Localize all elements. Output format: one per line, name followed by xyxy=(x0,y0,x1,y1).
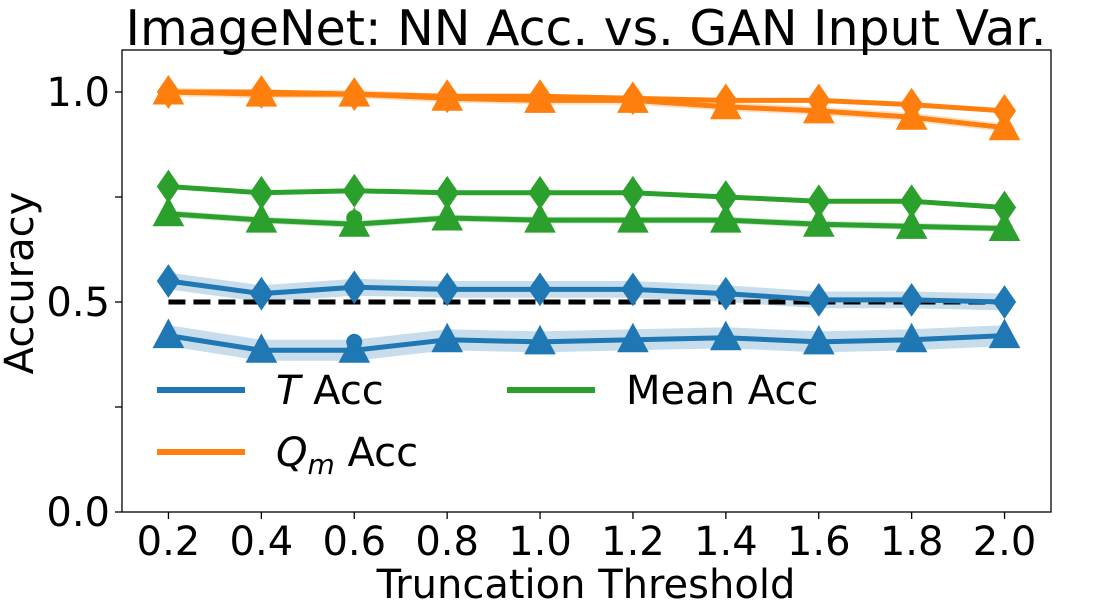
data-point-4-5 xyxy=(621,272,645,307)
data-point-5-7 xyxy=(802,324,835,355)
data-point-1-1 xyxy=(245,77,278,107)
data-point-5-5 xyxy=(617,322,649,353)
data-point-3-6 xyxy=(709,203,742,233)
data-point-2-2 xyxy=(342,173,366,208)
y-tick-label-0: 0.0 xyxy=(46,490,110,536)
series-line-3 xyxy=(168,211,1005,231)
data-point-4-0 xyxy=(156,264,181,298)
data-point-1-9 xyxy=(988,110,1021,141)
x-tick-label-6: 1.4 xyxy=(694,519,758,565)
extra-dot-0-0 xyxy=(346,333,363,350)
data-point-1-7 xyxy=(802,93,835,124)
data-point-5-0 xyxy=(152,318,185,349)
x-tick-label-9: 2.0 xyxy=(973,519,1037,565)
data-point-4-3 xyxy=(435,272,459,307)
data-point-3-3 xyxy=(431,200,464,231)
series-line-5 xyxy=(168,333,1005,353)
x-axis-label: Truncation Threshold xyxy=(376,562,796,607)
x-tick-label-7: 1.6 xyxy=(787,519,851,565)
data-point-4-4 xyxy=(528,272,552,307)
x-tick-label-5: 1.2 xyxy=(601,519,665,565)
data-point-1-5 xyxy=(617,83,649,113)
data-point-1-3 xyxy=(431,81,464,111)
series-band-2 xyxy=(168,184,1005,210)
y-tick-label-2: 0.5 xyxy=(46,280,110,326)
data-point-5-1 xyxy=(245,333,278,363)
data-point-3-8 xyxy=(895,209,928,239)
data-point-4-6 xyxy=(714,276,738,311)
legend-label-0: T Acc xyxy=(276,368,384,414)
data-point-1-0 xyxy=(152,74,185,105)
data-point-5-4 xyxy=(524,324,556,355)
data-point-1-8 xyxy=(895,100,928,130)
data-point-1-4 xyxy=(524,83,556,113)
x-tick-label-0: 0.2 xyxy=(137,519,201,565)
data-point-5-3 xyxy=(431,322,464,353)
data-point-3-4 xyxy=(524,203,556,233)
data-point-5-8 xyxy=(895,322,928,353)
legend-label-1: Mean Acc xyxy=(626,368,818,414)
data-point-4-1 xyxy=(249,276,274,311)
legend: T Acc Mean Acc Qm Acc xyxy=(157,368,818,481)
data-point-4-7 xyxy=(807,283,831,317)
data-point-5-6 xyxy=(709,320,742,351)
data-point-3-1 xyxy=(245,203,278,233)
series-line-1 xyxy=(168,89,1005,131)
x-tick-label-4: 1.0 xyxy=(508,519,572,565)
x-tick-label-8: 1.8 xyxy=(880,519,944,565)
series-line-4 xyxy=(168,278,1005,305)
data-point-1-2 xyxy=(338,77,371,107)
series-line-2 xyxy=(168,184,1005,210)
extra-dot-1-0 xyxy=(346,210,363,226)
y-axis-label: Accuracy xyxy=(0,192,43,375)
data-point-4-9 xyxy=(992,285,1017,319)
data-point-4-2 xyxy=(342,270,366,305)
data-point-3-9 xyxy=(988,211,1021,241)
data-point-4-8 xyxy=(899,283,924,317)
y-tick-label-4: 1.0 xyxy=(46,70,110,116)
x-tick-label-3: 0.8 xyxy=(415,519,479,565)
data-point-5-9 xyxy=(988,318,1021,349)
data-point-3-0 xyxy=(152,196,185,227)
chart-title: ImageNet: NN Acc. vs. GAN Input Var. xyxy=(126,0,1047,57)
x-tick-label-2: 0.6 xyxy=(322,519,386,565)
legend-label-2: Qm Acc xyxy=(276,430,418,481)
data-point-3-7 xyxy=(802,207,835,237)
data-point-1-6 xyxy=(709,89,742,120)
data-point-3-5 xyxy=(617,203,649,233)
series-band-1 xyxy=(168,87,1005,132)
x-tick-label-1: 0.4 xyxy=(230,519,294,565)
plot-area xyxy=(121,49,1052,513)
